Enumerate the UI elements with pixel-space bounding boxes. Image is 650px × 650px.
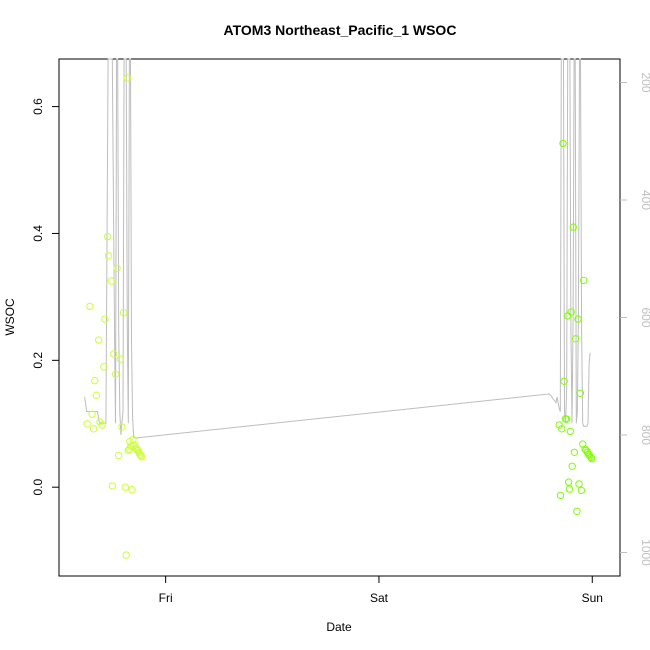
data-point	[100, 363, 108, 371]
data-point	[570, 448, 579, 456]
data-point	[88, 410, 96, 418]
data-point	[119, 309, 128, 317]
data-point	[92, 391, 101, 399]
altitude-line-0	[84, 58, 591, 439]
data-point	[95, 336, 103, 344]
data-point	[577, 486, 586, 495]
data-point	[563, 312, 572, 320]
data-point	[86, 302, 94, 311]
data-point	[101, 315, 109, 323]
data-point	[89, 425, 98, 433]
data-point	[83, 420, 91, 428]
data-point	[555, 421, 563, 429]
data-point	[580, 276, 588, 285]
data-point	[566, 427, 574, 436]
data-point	[568, 462, 576, 470]
data-point	[564, 478, 573, 486]
data-point	[104, 252, 113, 260]
data-point	[91, 376, 99, 385]
data-point	[107, 277, 116, 285]
data-point	[98, 421, 106, 429]
data-point	[565, 485, 574, 493]
data-point	[558, 425, 566, 433]
y-axis: 0.0 0.2 0.4 0.6	[31, 98, 59, 496]
x-tick-label: Sat	[370, 591, 389, 605]
altitude-line-layer	[84, 58, 591, 439]
data-point	[587, 453, 595, 462]
y-tick-label: 0.2	[31, 352, 45, 369]
chart-title: ATOM3 Northeast_Pacific_1 WSOC	[224, 22, 457, 38]
data-point	[559, 139, 567, 148]
data-point	[137, 453, 146, 461]
data-point	[103, 232, 112, 241]
right-y-tick-label: 200	[639, 72, 650, 92]
data-point	[128, 486, 136, 494]
data-point	[113, 264, 121, 272]
data-point	[556, 491, 565, 500]
data-point	[108, 482, 117, 490]
data-point	[111, 370, 120, 378]
right-y-tick-label: 400	[639, 190, 650, 210]
data-point	[571, 335, 580, 343]
data-point	[588, 454, 596, 463]
data-point	[121, 483, 130, 491]
data-point	[123, 74, 132, 82]
right-y-tick-label: 800	[639, 425, 650, 445]
data-point	[573, 507, 581, 515]
data-point	[567, 308, 575, 316]
data-point	[115, 451, 123, 460]
x-axis-label: Date	[326, 620, 352, 634]
data-point	[569, 223, 577, 231]
y-axis-label: WSOC	[3, 298, 17, 336]
right-y-tick-label: 600	[639, 307, 650, 327]
data-point	[563, 415, 571, 423]
data-point	[574, 315, 582, 323]
data-point	[582, 446, 590, 455]
y-tick-label: 0.0	[31, 479, 45, 496]
data-point	[118, 423, 126, 431]
right-y-axis: 200 400 600 800 1000	[620, 72, 650, 566]
data-point	[127, 442, 135, 450]
right-y-tick-label: 1000	[639, 539, 650, 566]
plot-area-frame	[58, 58, 621, 577]
y-tick-label: 0.6	[31, 98, 45, 115]
x-tick-label: Fri	[159, 591, 173, 605]
data-point	[110, 350, 118, 358]
data-point	[122, 551, 130, 559]
data-point	[560, 377, 568, 385]
x-tick-label: Sun	[582, 591, 603, 605]
data-point	[576, 389, 584, 397]
y-tick-label: 0.4	[31, 225, 45, 242]
data-point	[575, 480, 583, 488]
x-axis: FriSatSunMon	[159, 576, 603, 605]
data-point	[116, 355, 125, 363]
data-point	[137, 451, 145, 460]
points-layer	[83, 74, 596, 559]
